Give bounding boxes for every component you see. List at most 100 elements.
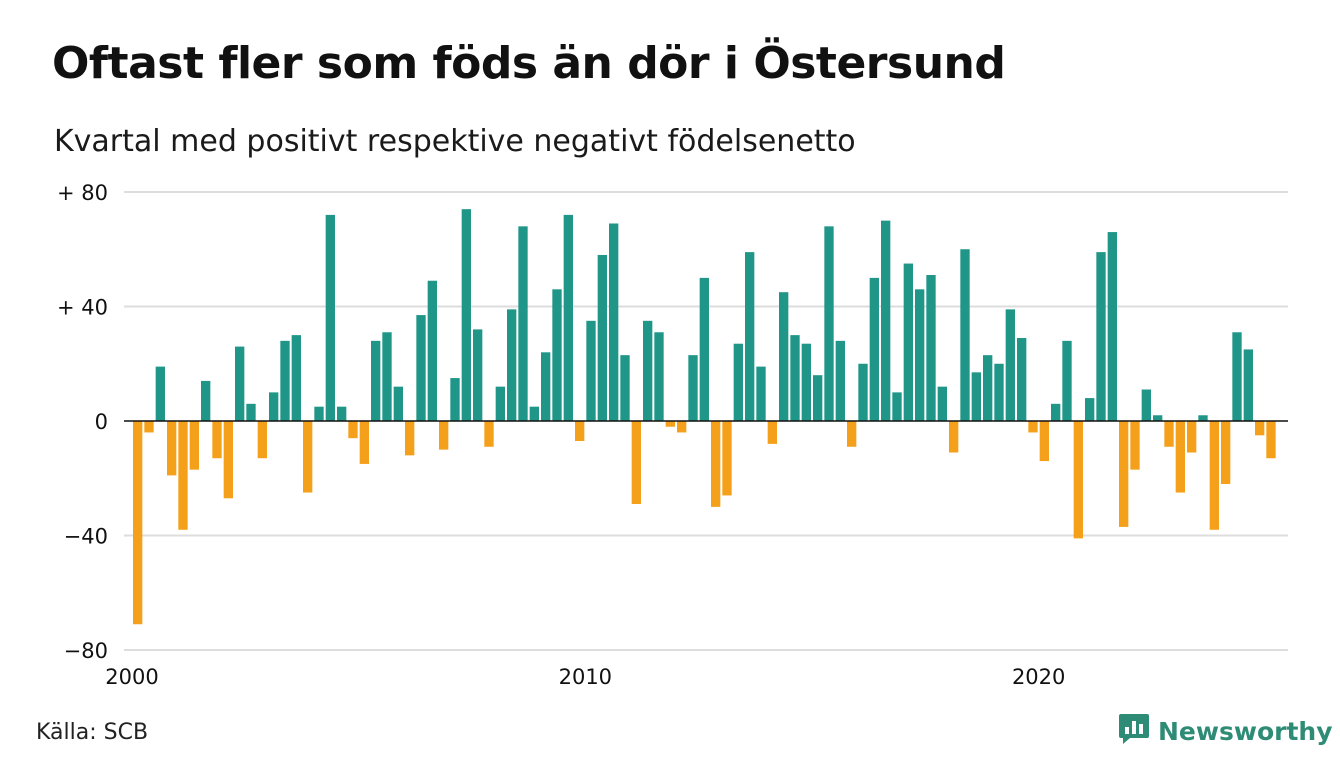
bar — [1062, 340, 1072, 421]
bar — [1232, 332, 1242, 421]
bar — [257, 421, 267, 459]
bar — [994, 363, 1004, 421]
bar — [1028, 421, 1038, 433]
bar — [382, 332, 392, 421]
bar — [348, 421, 358, 439]
bar — [665, 421, 675, 427]
bar — [722, 421, 732, 496]
brand-logo: Newsworthy — [1118, 712, 1333, 750]
y-tick-label: + 40 — [57, 296, 108, 320]
bar — [337, 406, 347, 421]
bar — [609, 223, 619, 421]
bar — [926, 275, 936, 421]
bar — [949, 421, 959, 453]
bar — [1119, 421, 1129, 527]
bar — [835, 340, 845, 421]
bar — [597, 254, 607, 421]
bar — [212, 421, 222, 459]
y-tick-label: −40 — [64, 525, 108, 549]
bar — [1085, 398, 1095, 421]
bar — [643, 320, 653, 421]
bar — [133, 421, 143, 625]
bar — [439, 421, 449, 450]
bar — [869, 277, 879, 421]
brand-name: Newsworthy — [1158, 716, 1333, 746]
bar — [359, 421, 369, 464]
bar — [1017, 337, 1027, 421]
bar — [1175, 421, 1185, 493]
bar — [518, 226, 528, 421]
bar — [1051, 403, 1061, 421]
bar — [303, 421, 313, 493]
bar — [903, 263, 913, 421]
bar — [416, 315, 426, 421]
bar — [155, 366, 165, 421]
bar — [824, 226, 834, 421]
bar — [631, 421, 641, 505]
bar — [699, 277, 709, 421]
bar — [280, 340, 290, 421]
bar — [677, 421, 687, 433]
bar — [620, 355, 630, 421]
bar — [484, 421, 494, 447]
bar — [1107, 232, 1117, 421]
bar — [1130, 421, 1140, 470]
bar — [235, 346, 245, 421]
bar — [1039, 421, 1049, 462]
bar — [767, 421, 777, 444]
bar — [1209, 421, 1219, 530]
bar — [1198, 415, 1208, 421]
bar — [144, 421, 154, 433]
newsworthy-logo-icon — [1118, 712, 1150, 750]
bar — [847, 421, 857, 447]
bar — [552, 289, 562, 421]
bar — [1187, 421, 1197, 453]
gridlines — [124, 191, 1288, 651]
bar — [858, 363, 868, 421]
bar — [405, 421, 415, 456]
bar — [881, 220, 891, 421]
x-tick-label: 2010 — [559, 665, 612, 689]
bar — [960, 249, 970, 421]
x-tick-label: 2000 — [105, 665, 158, 689]
bar — [314, 406, 324, 421]
bar — [495, 386, 505, 421]
bars — [133, 209, 1276, 625]
bar — [971, 372, 981, 421]
bar — [575, 421, 585, 442]
bar — [654, 332, 664, 421]
chart-subtitle: Kvartal med positivt respektive negativt… — [54, 124, 856, 159]
bar — [178, 421, 188, 530]
bar — [246, 403, 256, 421]
bar — [813, 375, 823, 421]
bar — [790, 335, 800, 421]
bar — [427, 280, 437, 421]
bar — [892, 392, 902, 421]
y-tick-label: −80 — [64, 639, 108, 663]
bar — [1153, 415, 1163, 421]
bar — [541, 352, 551, 421]
y-tick-label: + 80 — [57, 181, 108, 205]
bar — [269, 392, 279, 421]
bar — [291, 335, 301, 421]
bar — [756, 366, 766, 421]
bar — [223, 421, 233, 499]
bar — [563, 214, 573, 421]
bar — [586, 320, 596, 421]
bar — [711, 421, 721, 507]
bar — [688, 355, 698, 421]
bar — [1243, 349, 1253, 421]
bar — [915, 289, 925, 421]
bar — [1221, 421, 1231, 484]
bar — [167, 421, 177, 476]
bar — [189, 421, 199, 470]
bar — [201, 380, 211, 421]
bar — [1005, 309, 1015, 421]
source-label: Källa: SCB — [36, 720, 149, 745]
bar — [507, 309, 517, 421]
chart-title: Oftast fler som föds än dör i Östersund — [52, 38, 1006, 89]
bar — [801, 343, 811, 421]
bar — [1266, 421, 1276, 459]
